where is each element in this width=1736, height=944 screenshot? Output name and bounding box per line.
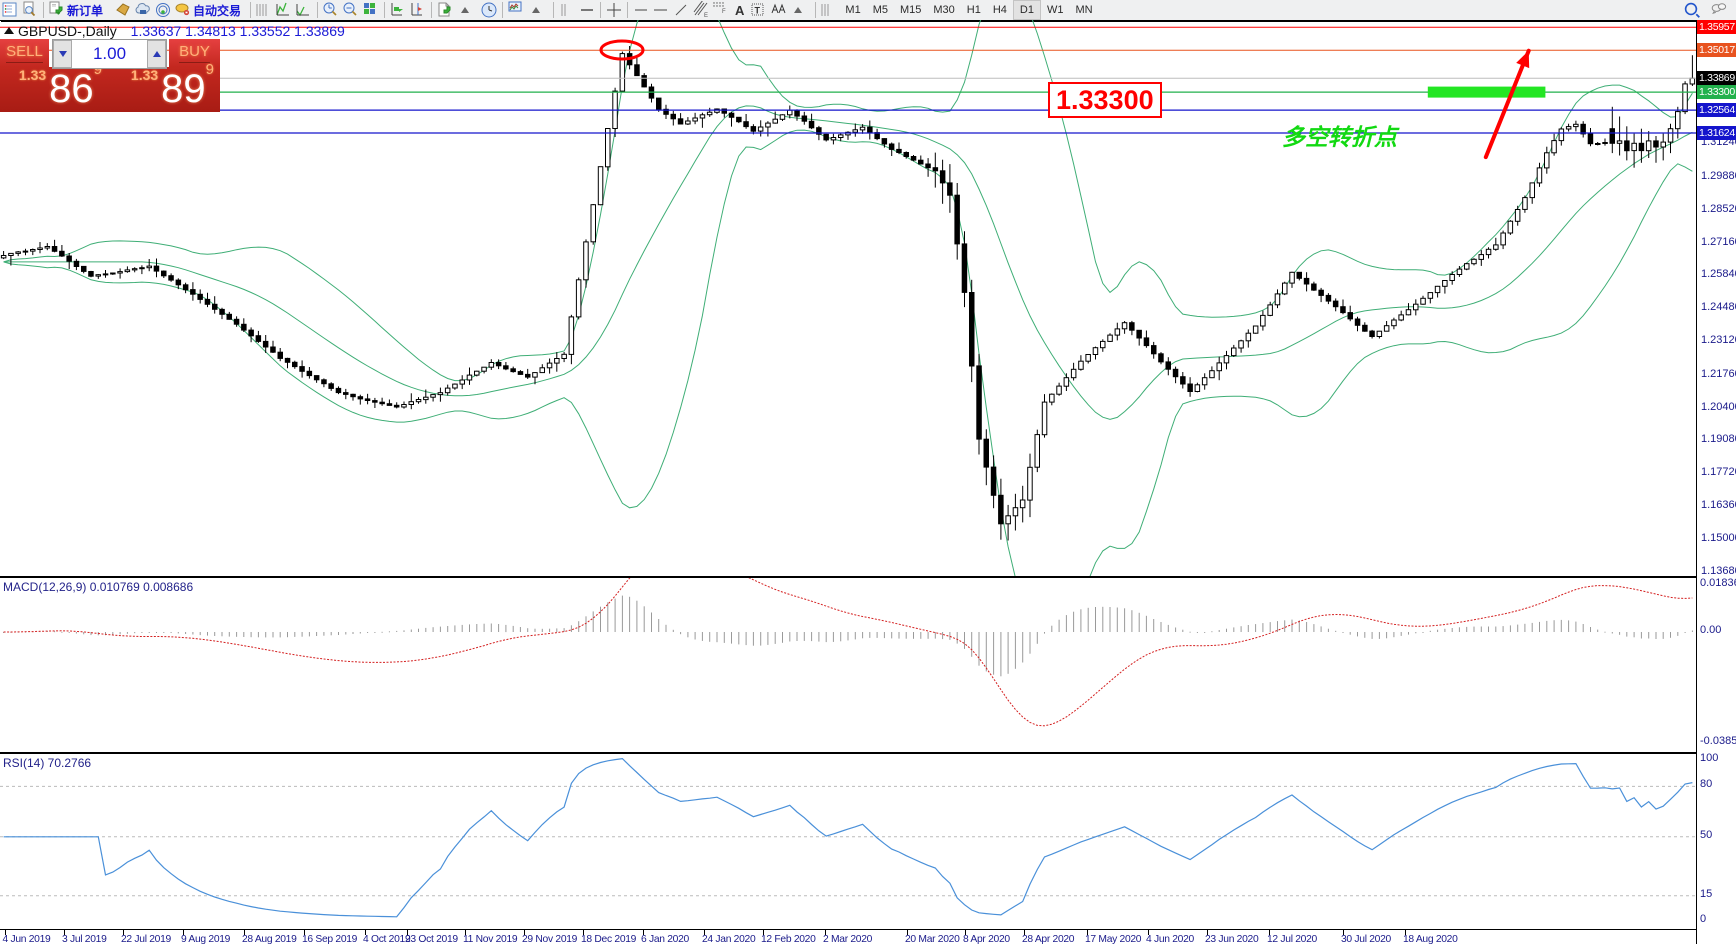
svg-text:T: T xyxy=(755,6,761,16)
svg-text:F: F xyxy=(722,9,726,15)
svg-text:E: E xyxy=(704,13,708,19)
